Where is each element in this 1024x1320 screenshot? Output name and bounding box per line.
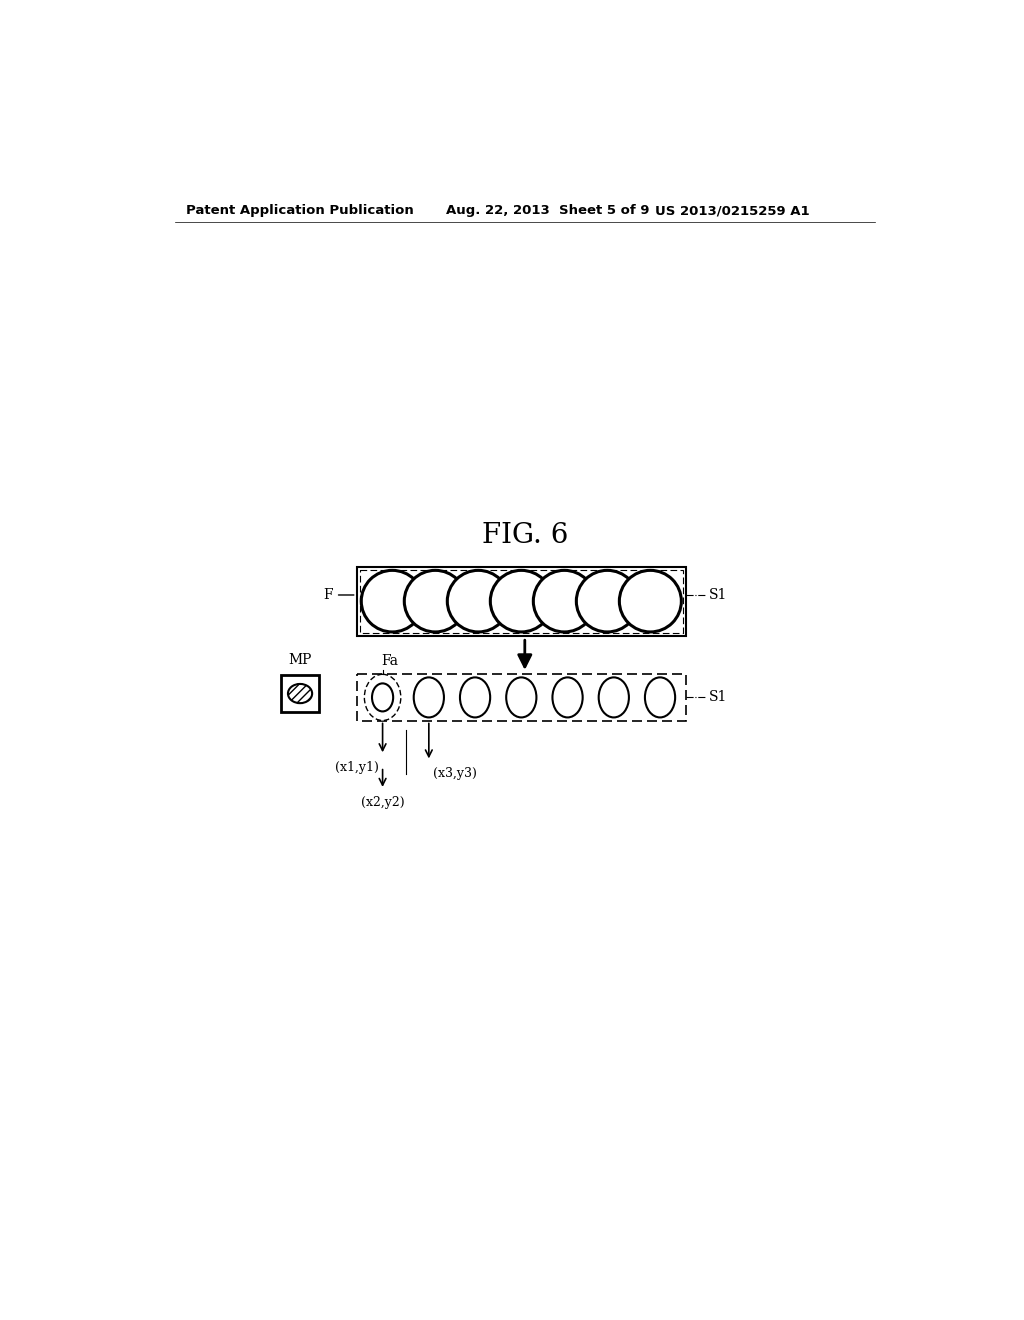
Text: Fa: Fa xyxy=(381,655,398,668)
Ellipse shape xyxy=(506,677,537,718)
Ellipse shape xyxy=(361,570,423,632)
Ellipse shape xyxy=(460,677,490,718)
Ellipse shape xyxy=(404,570,466,632)
Ellipse shape xyxy=(577,570,638,632)
Text: US 2013/0215259 A1: US 2013/0215259 A1 xyxy=(655,205,810,218)
Ellipse shape xyxy=(552,677,583,718)
Text: F: F xyxy=(324,587,334,602)
Bar xyxy=(356,566,686,636)
Ellipse shape xyxy=(620,570,681,632)
Text: S1: S1 xyxy=(710,690,728,705)
Text: (x2,y2): (x2,y2) xyxy=(360,796,404,809)
Bar xyxy=(282,675,318,711)
Ellipse shape xyxy=(447,570,509,632)
Ellipse shape xyxy=(490,570,552,632)
Text: Aug. 22, 2013  Sheet 5 of 9: Aug. 22, 2013 Sheet 5 of 9 xyxy=(445,205,649,218)
Text: (x1,y1): (x1,y1) xyxy=(335,760,379,774)
Ellipse shape xyxy=(365,675,400,721)
Ellipse shape xyxy=(645,677,675,718)
Ellipse shape xyxy=(599,677,629,718)
Bar xyxy=(356,675,686,721)
Text: S1: S1 xyxy=(710,587,728,602)
Text: FIG. 6: FIG. 6 xyxy=(481,523,568,549)
Ellipse shape xyxy=(414,677,444,718)
Text: (x3,y3): (x3,y3) xyxy=(433,767,476,780)
Ellipse shape xyxy=(372,684,393,711)
Text: MP: MP xyxy=(289,653,311,668)
Bar xyxy=(359,570,683,632)
Ellipse shape xyxy=(534,570,595,632)
Text: Patent Application Publication: Patent Application Publication xyxy=(186,205,414,218)
